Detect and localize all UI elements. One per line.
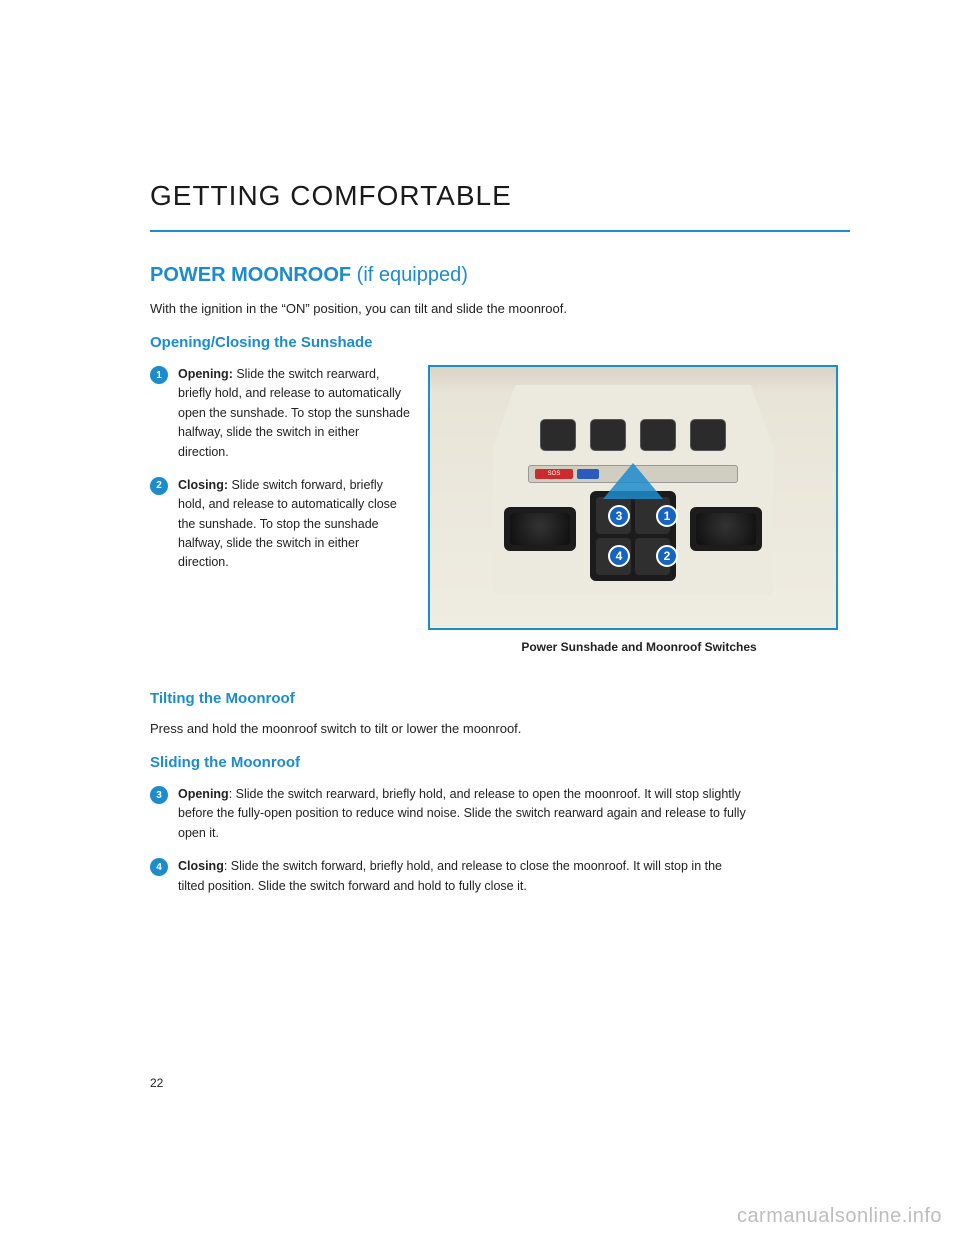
section-qualifier: (if equipped) — [357, 264, 468, 286]
sunshade-layout: 1 Opening: Slide the switch rearward, br… — [150, 365, 850, 676]
figure-caption: Power Sunshade and Moonroof Switches — [428, 640, 850, 654]
instruction-body-3: : Slide the switch rearward, briefly hol… — [178, 787, 746, 840]
chapter-divider — [150, 230, 850, 232]
instruction-text-3: Opening: Slide the switch rearward, brie… — [178, 785, 750, 843]
console-button — [690, 419, 726, 451]
instruction-text-4: Closing: Slide the switch forward, brief… — [178, 857, 750, 896]
instruction-open-moonroof: 3 Opening: Slide the switch rearward, br… — [150, 785, 750, 843]
intro-text: With the ignition in the “ON” position, … — [150, 301, 850, 316]
instruction-close-moonroof: 4 Closing: Slide the switch forward, bri… — [150, 857, 750, 896]
page-number: 22 — [150, 1076, 163, 1090]
instruction-label-3: Opening — [178, 787, 229, 801]
map-light-left — [504, 507, 576, 551]
bullet-3: 3 — [150, 786, 168, 804]
callout-triangle-icon — [603, 463, 663, 499]
instruction-open-sunshade: 1 Opening: Slide the switch rearward, br… — [150, 365, 410, 462]
instruction-text-1: Opening: Slide the switch rearward, brie… — [178, 365, 410, 462]
bullet-2: 2 — [150, 477, 168, 495]
bullet-1: 1 — [150, 366, 168, 384]
console-button — [640, 419, 676, 451]
callout-4: 4 — [608, 545, 630, 567]
callout-1: 1 — [656, 505, 678, 527]
bullet-4: 4 — [150, 858, 168, 876]
page: GETTING COMFORTABLE POWER MOONROOF (if e… — [0, 0, 960, 896]
console-button — [540, 419, 576, 451]
moonroof-switch-figure: SOS 3 1 4 2 — [428, 365, 838, 630]
subheading-sunshade: Opening/Closing the Sunshade — [150, 334, 850, 351]
watermark: carmanualsonline.info — [737, 1205, 942, 1228]
assist-button-icon — [577, 469, 599, 479]
instruction-label-4: Closing — [178, 859, 224, 873]
instruction-label-1: Opening: — [178, 367, 233, 381]
instruction-text-2: Closing: Slide switch forward, briefly h… — [178, 476, 410, 573]
subheading-tilting: Tilting the Moonroof — [150, 690, 850, 707]
section-title: POWER MOONROOF (if equipped) — [150, 264, 850, 287]
section-title-text: POWER MOONROOF — [150, 264, 351, 286]
figure-wrap: SOS 3 1 4 2 Power Sunshade and Moonroof … — [428, 365, 850, 676]
tilting-text: Press and hold the moonroof switch to ti… — [150, 721, 850, 736]
sos-button-icon: SOS — [535, 469, 573, 479]
instruction-body-4: : Slide the switch forward, briefly hold… — [178, 859, 722, 892]
instruction-close-sunshade: 2 Closing: Slide switch forward, briefly… — [150, 476, 410, 573]
console-button-row — [540, 419, 726, 451]
instruction-label-2: Closing: — [178, 478, 228, 492]
callout-3: 3 — [608, 505, 630, 527]
map-light-right — [690, 507, 762, 551]
subheading-sliding: Sliding the Moonroof — [150, 754, 850, 771]
sunshade-instructions: 1 Opening: Slide the switch rearward, br… — [150, 365, 410, 587]
chapter-title: GETTING COMFORTABLE — [150, 180, 850, 212]
console-button — [590, 419, 626, 451]
callout-2: 2 — [656, 545, 678, 567]
